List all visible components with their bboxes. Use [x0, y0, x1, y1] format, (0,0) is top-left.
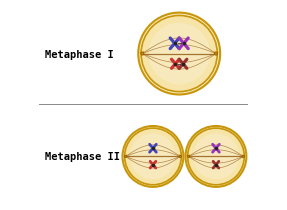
Circle shape [242, 155, 245, 158]
Circle shape [124, 155, 127, 158]
Circle shape [125, 128, 181, 185]
Circle shape [123, 126, 183, 187]
Circle shape [138, 13, 220, 94]
Circle shape [193, 134, 239, 179]
Circle shape [185, 126, 247, 187]
Circle shape [179, 155, 181, 158]
Circle shape [214, 52, 218, 55]
Text: Metaphase II: Metaphase II [45, 152, 120, 163]
Circle shape [187, 155, 190, 158]
Circle shape [148, 23, 210, 84]
Circle shape [130, 134, 176, 179]
Circle shape [188, 128, 244, 185]
Text: Metaphase I: Metaphase I [45, 50, 114, 60]
Circle shape [141, 16, 217, 92]
Circle shape [141, 52, 144, 55]
